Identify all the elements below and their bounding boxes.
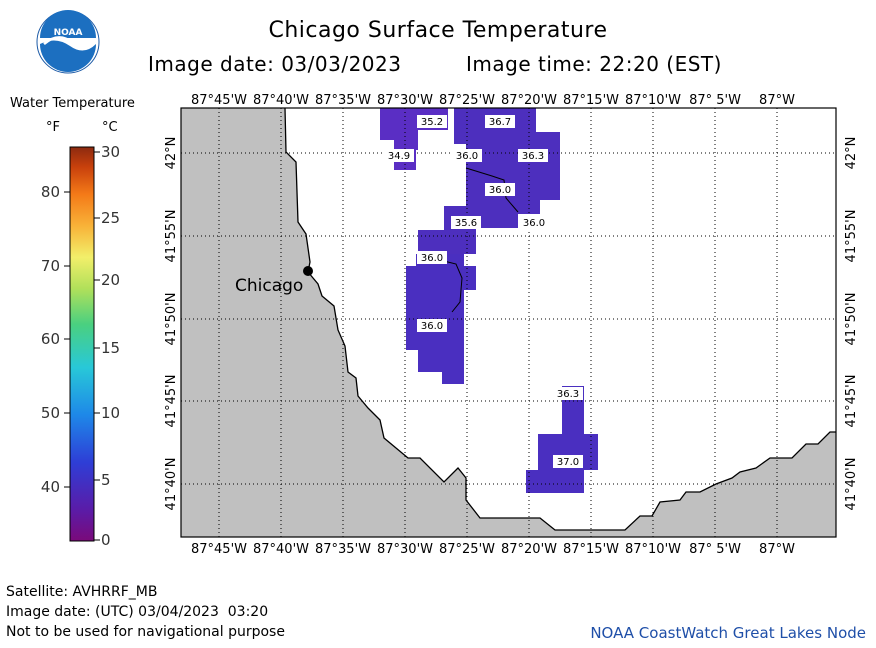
lon-label: 87°10'W xyxy=(625,542,681,557)
lon-label: 87°25'W xyxy=(439,93,495,108)
city-label: Chicago xyxy=(235,276,303,296)
legend-title: Water Temperature xyxy=(10,96,135,111)
lon-label: 87°45'W xyxy=(191,93,247,108)
unit-celsius: °C xyxy=(102,120,118,135)
page-title: Chicago Surface Temperature xyxy=(268,18,608,43)
lon-label: 87°W xyxy=(759,93,795,108)
temp-label: 34.9 xyxy=(388,151,410,162)
c-tick: 15 xyxy=(101,339,120,357)
temp-label: 36.3 xyxy=(522,151,544,162)
lat-label: 41°45'N xyxy=(164,375,179,428)
lon-label: 87°30'W xyxy=(377,93,433,108)
chicago-marker xyxy=(303,266,313,276)
c-tick: 10 xyxy=(101,404,120,422)
c-tick: 0 xyxy=(101,531,111,549)
lon-label: 87°35'W xyxy=(315,542,371,557)
color-bar xyxy=(69,146,95,542)
lat-label: 41°45'N xyxy=(844,375,859,428)
f-tick: 80 xyxy=(41,183,60,201)
lon-label: 87°40'W xyxy=(253,542,309,557)
f-tick: 60 xyxy=(41,330,60,348)
temp-label: 36.7 xyxy=(489,117,511,128)
f-tick: 40 xyxy=(41,478,60,496)
lon-label: 87° 5'W xyxy=(689,93,741,108)
temp-label: 36.0 xyxy=(456,151,478,162)
temp-label: 36.0 xyxy=(489,185,511,196)
utc-date: Image date: (UTC) 03/04/2023 03:20 xyxy=(6,604,269,620)
lat-label: 41°50'N xyxy=(844,293,859,346)
lat-label: 41°50'N xyxy=(164,293,179,346)
f-tick: 50 xyxy=(41,404,60,422)
noaa-logo: NOAA xyxy=(36,10,100,74)
lon-label: 87°15'W xyxy=(563,542,619,557)
c-tick: 20 xyxy=(101,271,120,289)
lat-label: 41°55'N xyxy=(164,210,179,263)
lat-label: 42°N xyxy=(164,137,179,170)
lon-label: 87°40'W xyxy=(253,93,309,108)
lon-label: 87°15'W xyxy=(563,93,619,108)
logo-text: NOAA xyxy=(54,28,83,38)
lon-label: 87°35'W xyxy=(315,93,371,108)
c-tick: 5 xyxy=(101,471,111,489)
lat-label: 41°40'N xyxy=(164,458,179,511)
temp-label: 35.6 xyxy=(455,218,477,229)
lon-label: 87°W xyxy=(759,542,795,557)
lon-label: 87°20'W xyxy=(501,542,557,557)
temp-label: 36.0 xyxy=(421,253,443,264)
color-scale-legend: 80 70 60 50 40 30 25 20 15 10 5 0 xyxy=(41,143,120,549)
lon-label: 87°10'W xyxy=(625,93,681,108)
lat-label: 42°N xyxy=(844,137,859,170)
land-mass xyxy=(181,108,836,537)
temp-label: 36.3 xyxy=(557,389,579,400)
image-time: Image time: 22:20 (EST) xyxy=(466,52,722,76)
image-date: Image date: 03/03/2023 xyxy=(148,52,402,76)
lon-label: 87°45'W xyxy=(191,542,247,557)
c-tick: 30 xyxy=(101,143,120,161)
disclaimer: Not to be used for navigational purpose xyxy=(6,624,285,640)
temp-label: 35.2 xyxy=(421,117,443,128)
satellite-info: Satellite: AVHRRF_MB xyxy=(6,584,158,600)
lon-label: 87° 5'W xyxy=(689,542,741,557)
lat-label: 41°55'N xyxy=(844,210,859,263)
unit-fahrenheit: °F xyxy=(46,120,60,135)
map-frame xyxy=(180,107,837,538)
lat-label: 41°40'N xyxy=(844,458,859,511)
c-tick: 25 xyxy=(101,209,120,227)
temp-label: 36.0 xyxy=(523,218,545,229)
temp-label: 37.0 xyxy=(557,457,579,468)
lon-label: 87°20'W xyxy=(501,93,557,108)
lon-label: 87°25'W xyxy=(439,542,495,557)
temp-label: 36.0 xyxy=(421,321,443,332)
f-tick: 70 xyxy=(41,257,60,275)
lon-label: 87°30'W xyxy=(377,542,433,557)
source-credit: NOAA CoastWatch Great Lakes Node xyxy=(590,624,866,642)
